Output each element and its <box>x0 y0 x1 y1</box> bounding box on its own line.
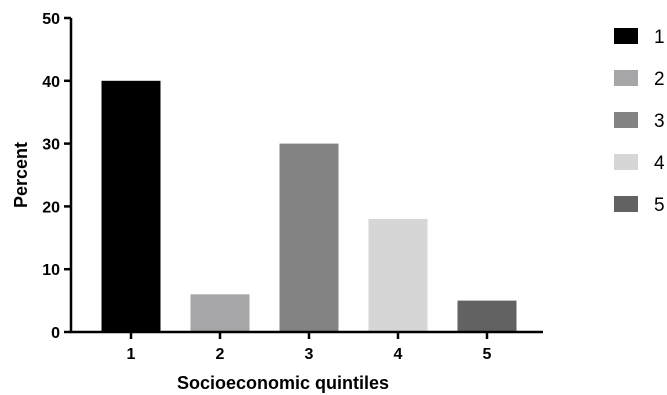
bar-4 <box>368 218 428 332</box>
x-tick-label: 1 <box>127 346 136 363</box>
y-axis-title: Percent <box>11 142 31 208</box>
y-tick-label: 10 <box>42 262 60 279</box>
x-tick-label: 2 <box>216 346 225 363</box>
x-axis-title: Socioeconomic quintiles <box>177 373 389 393</box>
legend-swatch-4 <box>614 154 638 170</box>
x-tick-label: 3 <box>305 346 314 363</box>
bars <box>101 80 517 332</box>
legend: 1 2 3 4 5 <box>614 27 665 216</box>
legend-swatch-5 <box>614 196 638 212</box>
bar-2 <box>190 294 250 332</box>
y-tick-label: 30 <box>42 137 60 154</box>
bar-5 <box>457 300 517 332</box>
legend-swatch-3 <box>614 112 638 128</box>
y-tick-label: 50 <box>42 11 60 28</box>
legend-swatch-1 <box>614 28 638 44</box>
bar-1 <box>101 80 161 332</box>
legend-label: 3 <box>654 111 665 132</box>
legend-label: 1 <box>654 27 665 48</box>
y-tick-label: 40 <box>42 74 60 91</box>
x-tick-label: 5 <box>483 346 492 363</box>
y-tick-label: 0 <box>51 325 60 342</box>
bar-3 <box>279 143 339 332</box>
legend-swatch-2 <box>614 70 638 86</box>
legend-label: 2 <box>654 69 665 90</box>
legend-label: 5 <box>654 195 665 216</box>
y-axis-ticks: 0 10 20 30 40 50 <box>42 11 71 342</box>
y-tick-label: 20 <box>42 199 60 216</box>
x-tick-label: 4 <box>394 346 403 363</box>
legend-label: 4 <box>654 153 665 174</box>
x-axis-ticks: 1 2 3 4 5 <box>127 332 492 363</box>
